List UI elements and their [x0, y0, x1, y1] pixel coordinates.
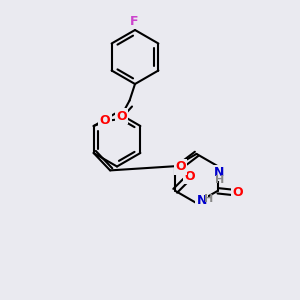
Text: O: O [175, 160, 186, 173]
Text: H: H [205, 194, 214, 205]
Text: F: F [130, 15, 139, 28]
Text: O: O [184, 170, 195, 183]
Text: H: H [215, 175, 224, 185]
Text: O: O [232, 186, 243, 199]
Text: O: O [116, 110, 127, 123]
Text: O: O [100, 114, 110, 127]
Text: N: N [197, 194, 207, 207]
Text: N: N [214, 166, 224, 179]
